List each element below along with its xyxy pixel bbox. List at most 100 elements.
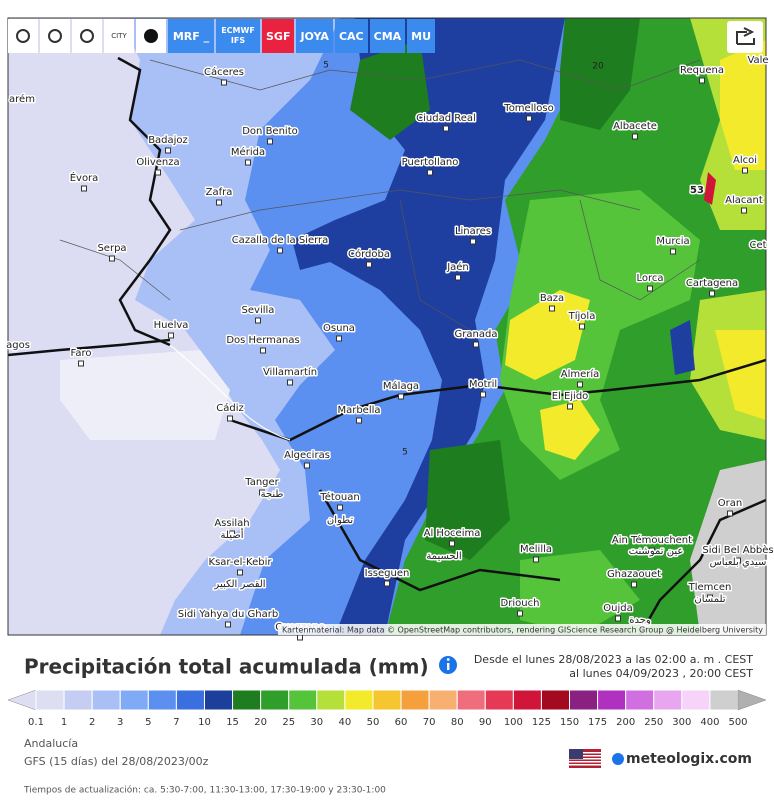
- legend-label: 90: [479, 717, 492, 728]
- legend-swatch: [569, 689, 599, 711]
- tool-icon[interactable]: [8, 19, 38, 53]
- city-label: Osuna: [323, 323, 355, 334]
- city-label: Baza: [540, 293, 564, 304]
- rain-zone: [540, 400, 600, 460]
- city-dot: [707, 594, 713, 601]
- legend-label: 25: [282, 717, 295, 728]
- rain-zone: [60, 350, 230, 440]
- model-button[interactable]: MRF _: [168, 19, 214, 53]
- attribution-bg: [278, 624, 766, 635]
- model-button[interactable]: JOYA: [296, 19, 333, 53]
- legend-label: 40: [339, 717, 352, 728]
- arabic-label: عين تموشنت: [629, 546, 684, 557]
- city-label: Almería: [561, 368, 600, 380]
- legend-label: 30: [310, 717, 323, 728]
- model-button[interactable]: ECMWF IFS: [216, 19, 260, 53]
- city-label: Oujda: [603, 603, 632, 614]
- rain-zone: [670, 320, 695, 375]
- rain-zone: [704, 172, 716, 205]
- model-button[interactable]: SGF: [262, 19, 295, 53]
- city-dot: [649, 547, 655, 554]
- city-label: Tétouan: [319, 491, 359, 503]
- rain-zone: [292, 18, 565, 635]
- region: Andalucía: [24, 737, 78, 750]
- city-dot: [455, 274, 461, 281]
- city-label: Puertollano: [402, 157, 459, 168]
- city-dot: [741, 207, 747, 214]
- city-label: Sidi Yahya du Gharb: [178, 609, 278, 620]
- legend-swatch: [203, 689, 234, 711]
- legend-arrow-low: [7, 689, 37, 711]
- legend-swatch: [119, 689, 149, 711]
- city-label: agos: [6, 340, 30, 351]
- model-button[interactable]: CAC: [334, 19, 368, 53]
- legend-swatch: [372, 689, 402, 711]
- city-dot: [699, 77, 705, 84]
- legend-swatch: [540, 689, 571, 711]
- legend-label: 150: [560, 717, 579, 728]
- city-label: Linares: [455, 226, 491, 237]
- dot-button[interactable]: [136, 19, 166, 53]
- tool-icon[interactable]: [40, 19, 70, 53]
- city-dot: [81, 185, 87, 192]
- city-dot: [277, 247, 283, 254]
- flag[interactable]: [569, 749, 601, 768]
- city-dot: [398, 393, 404, 400]
- legend-swatch: [63, 689, 93, 711]
- city-label: Alcoi: [733, 155, 757, 166]
- city-dot: [632, 133, 638, 140]
- model-button[interactable]: MU: [407, 19, 436, 53]
- model-run: GFS (15 días) del 28/08/2023/00z: [24, 755, 209, 768]
- attribution: Kartenmaterial: Map data © OpenStreetMap…: [282, 626, 763, 635]
- share-button[interactable]: [727, 21, 763, 53]
- city-dot: [709, 290, 715, 297]
- legend-label: 20: [254, 717, 267, 728]
- legend-arrow-high: [737, 689, 767, 711]
- map: [8, 18, 766, 635]
- city-dot: [260, 347, 266, 354]
- rain-zone: [560, 18, 640, 130]
- rain-zone: [715, 330, 766, 420]
- city-label: Lorca: [636, 273, 663, 284]
- city-dot: [78, 360, 84, 367]
- legend-swatch: [428, 689, 458, 711]
- legend-label: 1: [61, 717, 67, 728]
- city-label: Villamartín: [263, 366, 317, 378]
- city-label: Tlemcen: [688, 582, 732, 593]
- regions: [59, 59, 701, 331]
- legend-label: 2: [89, 717, 95, 728]
- city-dot: [297, 634, 303, 641]
- city-label: Vale: [747, 55, 768, 66]
- city-label: Melilla: [520, 544, 552, 555]
- city-dot: [155, 169, 161, 176]
- brand-logo: [612, 753, 624, 765]
- city-label: Olivenza: [136, 157, 179, 168]
- city-dot: [443, 125, 449, 132]
- city-dot: [473, 341, 479, 348]
- city-dot: [517, 610, 523, 617]
- tool-icon[interactable]: [72, 19, 102, 53]
- legend: 0.1 1 2 3 5 7 10 15 20 25 30 40 50 60 70 80 90 100 125 150 1…: [7, 689, 767, 728]
- brand[interactable]: meteologix.com: [626, 751, 752, 767]
- city-label: Algeciras: [284, 450, 330, 461]
- arabic-label: القصر الكبير: [213, 579, 265, 590]
- legend-swatch: [484, 689, 514, 711]
- legend-label: 60: [395, 717, 408, 728]
- dot-icon: [144, 29, 158, 43]
- city-label: Granada: [455, 329, 498, 340]
- city-label: Huelva: [154, 320, 189, 331]
- model-button[interactable]: CMA: [369, 19, 406, 53]
- max-marker: 53: [690, 185, 704, 196]
- city-dot: [567, 403, 573, 410]
- city-button[interactable]: CITY: [104, 19, 134, 53]
- legend-label: 0.1: [28, 717, 44, 728]
- icon-glyph: [16, 29, 30, 43]
- legend-swatch: [344, 689, 374, 711]
- city-label: Zafra: [206, 187, 233, 198]
- city-dot: [533, 556, 539, 563]
- city-label: Faro: [71, 348, 92, 359]
- city-label: Mérida: [231, 146, 265, 158]
- rain-zone: [350, 40, 430, 140]
- city-dot: [168, 332, 174, 339]
- legend-label: 15: [226, 717, 239, 728]
